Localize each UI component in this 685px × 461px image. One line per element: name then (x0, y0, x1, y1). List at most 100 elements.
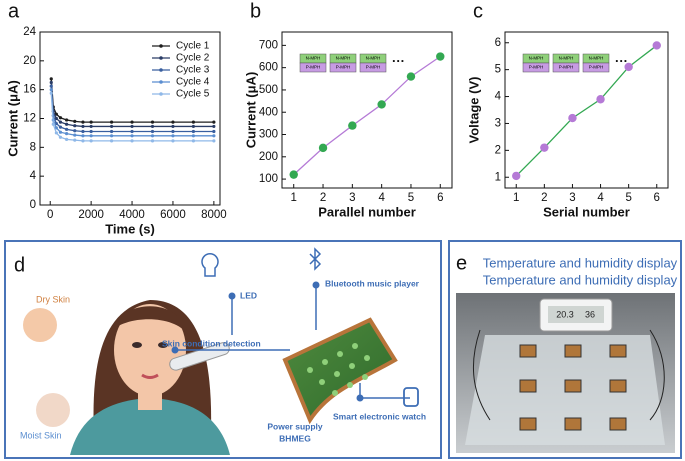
x-tick-label: 6 (437, 192, 443, 204)
marker (73, 124, 77, 128)
marker (130, 134, 134, 138)
marker (58, 116, 63, 120)
marker (49, 77, 53, 81)
y-tick-label: 16 (23, 84, 36, 96)
x-tick-label: 4000 (119, 209, 145, 221)
marker (89, 129, 93, 134)
marker (64, 122, 69, 126)
marker (191, 134, 196, 138)
inset-more: ··· (392, 53, 405, 68)
x-tick-label: 5 (408, 192, 414, 204)
line (50, 93, 214, 142)
title: Temperature and humidity display (483, 272, 678, 287)
x-tick-label: 3 (349, 192, 355, 204)
marker (73, 119, 77, 123)
inset-cell (329, 62, 357, 73)
marker (150, 124, 155, 129)
y-tick-label: 24 (23, 26, 36, 38)
inset-cell (522, 62, 550, 73)
marker (81, 139, 85, 143)
marker (54, 126, 58, 130)
marker (212, 139, 216, 143)
legend-marker (159, 56, 163, 60)
marker (81, 124, 85, 129)
inset-label: N-MPH (336, 56, 351, 61)
marker (49, 80, 53, 85)
inset-cell (299, 62, 327, 73)
y-tick-label: 0 (30, 199, 36, 211)
label: LED (240, 290, 257, 300)
marker (191, 120, 196, 124)
label: Smart electronic watch (333, 411, 426, 421)
x-tick-label: 3 (569, 192, 575, 204)
x-tick-label: 5 (625, 192, 631, 204)
marker (89, 134, 93, 138)
y-tick-label: 5 (495, 64, 501, 76)
panel-label: d (14, 254, 25, 276)
x-tick-label: 2000 (78, 209, 104, 221)
x-tick-label: 2 (541, 192, 547, 204)
inset-cell (552, 62, 580, 73)
marker (49, 84, 53, 88)
marker (64, 132, 69, 136)
y-tick-label: 6 (495, 37, 501, 49)
inset-label: N-MPH (559, 56, 574, 61)
marker (150, 129, 155, 134)
x-tick-label: 6 (654, 192, 660, 204)
marker (54, 131, 58, 135)
marker (171, 134, 175, 138)
panel-label: e (456, 252, 467, 274)
marker (568, 113, 577, 123)
x-tick-label: 1 (291, 192, 297, 204)
label: Skin condition detection (162, 338, 261, 348)
y-tick-label: 20 (23, 55, 36, 67)
plot-frame (504, 31, 669, 189)
marker (58, 125, 63, 129)
inset-label: N-MPH (589, 56, 604, 61)
display-text: 20.3 (556, 309, 574, 319)
label: Power supply (267, 421, 323, 431)
marker (51, 122, 55, 126)
marker (49, 91, 53, 95)
inset-label: P-MPH (306, 65, 321, 70)
marker (58, 130, 63, 134)
marker (171, 120, 175, 124)
legend-marker (159, 44, 163, 48)
x-tick-label: 6000 (160, 209, 186, 221)
inset-label: N-MPH (529, 56, 544, 61)
marker (150, 139, 155, 143)
illustration (23, 247, 419, 455)
marker (109, 139, 114, 143)
marker (406, 72, 416, 81)
marker (150, 120, 155, 124)
marker (171, 139, 175, 143)
display-text: 36 (585, 309, 595, 319)
inset-label: P-MPH (336, 65, 351, 70)
legend-marker (159, 80, 163, 84)
y-tick-label: 3 (495, 117, 501, 129)
x-tick-label: 0 (47, 209, 53, 221)
x-axis-label: Serial number (543, 204, 630, 219)
y-axis-label: Current (μA) (5, 80, 20, 157)
marker (191, 129, 196, 134)
y-tick-label: 2 (495, 144, 501, 156)
marker (318, 143, 328, 153)
title: Temperature and humidity display (483, 255, 678, 270)
inset-label: P-MPH (589, 65, 604, 70)
marker (109, 120, 114, 124)
plot-frame (281, 31, 453, 189)
marker (64, 118, 69, 122)
legend-marker (159, 92, 163, 96)
y-tick-label: 200 (259, 151, 278, 163)
legend-label: Cycle 5 (176, 89, 210, 100)
marker (377, 100, 386, 109)
legend-marker (159, 68, 163, 72)
marker (624, 62, 633, 72)
inset-label: P-MPH (559, 65, 574, 70)
marker (89, 139, 93, 143)
label: BHMEG (279, 433, 311, 443)
inset-cell (582, 62, 610, 73)
x-tick-label: 4 (597, 192, 604, 204)
marker (58, 135, 63, 139)
marker (130, 120, 134, 124)
